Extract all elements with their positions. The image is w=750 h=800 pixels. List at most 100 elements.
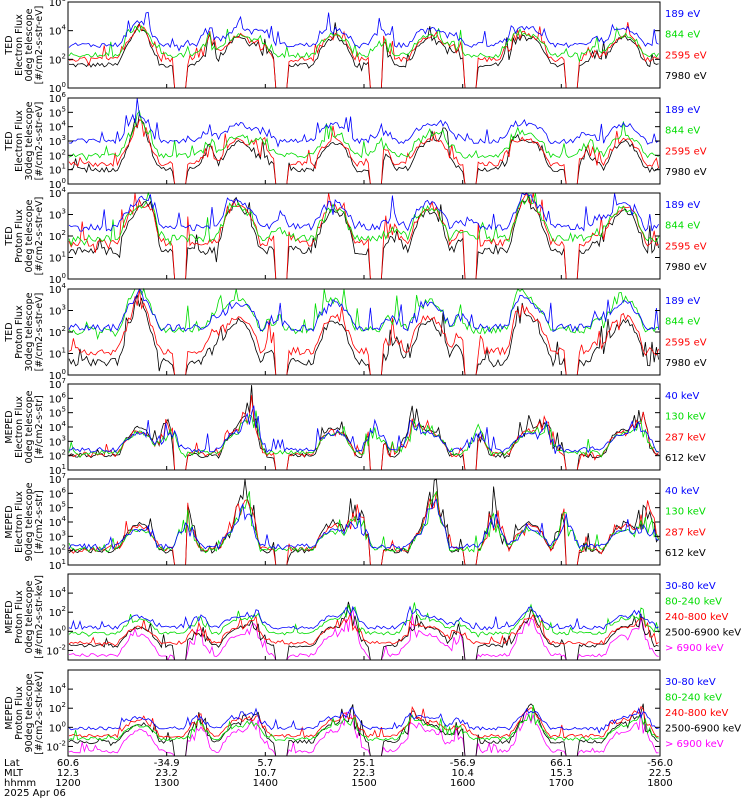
y-tick-label: 101 (49, 163, 66, 177)
y-tick-label: 102 (49, 325, 66, 339)
legend-entry: 2595 eV (665, 146, 707, 157)
legend-entry: 844 eV (665, 30, 700, 41)
x-tick-lat: -56.0 (647, 758, 673, 769)
y-axis-label: [#/cm2-s-str-eV] (34, 293, 45, 372)
y-tick-label: 103 (49, 304, 66, 318)
legend-entry: 2595 eV (665, 241, 707, 252)
y-tick-label: 104 (49, 420, 67, 434)
y-axis-label: Electron Flux (14, 14, 25, 76)
series-line-3-4 (68, 192, 659, 232)
x-tick-mlt: 22.3 (353, 768, 375, 779)
series-line-1-4 (68, 11, 659, 52)
y-axis-label: 30deg telescope (24, 292, 35, 371)
legend-entry: 240-800 keV (665, 612, 729, 623)
y-tick-label: 105 (49, 105, 66, 119)
x-tick-hhmm: 1700 (549, 778, 574, 789)
x-tick-lat: 25.1 (353, 758, 375, 769)
y-axis-label: TED (4, 226, 15, 246)
series-line-7-1 (68, 607, 659, 661)
y-tick-label: 102 (49, 701, 66, 715)
y-tick-label: 100 (49, 272, 66, 286)
y-axis-label: TED (4, 131, 15, 151)
y-tick-label: 106 (49, 91, 67, 105)
y-tick-label: 104 (49, 120, 67, 134)
y-tick-label: 103 (49, 134, 66, 148)
y-tick-label: 105 (49, 406, 66, 420)
legend-entry: 80-240 keV (665, 597, 722, 608)
legend-entry: 287 keV (665, 432, 706, 443)
legend-entry: 7980 eV (665, 167, 707, 178)
y-axis-label: [#/cm2-s-str] (34, 395, 45, 458)
y-tick-label: 100 (49, 81, 66, 95)
y-tick-label: 104 (49, 186, 67, 200)
x-row-label-hhmm: hhmm (4, 778, 36, 789)
y-tick-label: 104 (49, 515, 67, 529)
y-axis-label: MEPED (4, 505, 15, 538)
legend-entry: 844 eV (665, 126, 700, 137)
y-axis-label: 90deg telescope (24, 673, 35, 752)
y-tick-label: 103 (49, 208, 66, 222)
x-tick-hhmm: 1300 (154, 778, 179, 789)
series-line-8-4 (68, 705, 659, 742)
panel-frame (67, 97, 661, 185)
y-axis-label: Proton Flux (14, 305, 25, 359)
series-line-1-3 (68, 25, 659, 63)
y-tick-label: 102 (49, 449, 66, 463)
panel-frame (67, 573, 661, 661)
series-line-8-3 (68, 705, 659, 739)
series-line-6-4 (68, 498, 659, 552)
y-tick-label: 102 (49, 544, 66, 558)
x-tick-lat: -56.9 (450, 758, 476, 769)
series-line-3-2 (68, 191, 659, 280)
y-axis-label: TED (4, 322, 15, 342)
series-line-7-4 (68, 602, 659, 638)
x-tick-lat: 60.6 (57, 758, 79, 769)
y-tick-label: 106 (49, 486, 67, 500)
y-axis-label: [#/cm2-s-str-eV] (34, 6, 45, 85)
panel-3: TED Proton Flux 0deg telescope [#/cm2-s-str… (4, 191, 707, 280)
y-axis-label: MEPED (4, 600, 15, 633)
panel-7: MEPED Proton Flux 0deg telescope [#/cm2-s-s… (4, 573, 741, 661)
series-line-4-1 (68, 294, 659, 376)
legend-entry: 189 eV (665, 9, 700, 20)
y-tick-label: 107 (49, 377, 66, 391)
panel-4: TED Proton Flux 30deg telescope [#/cm2-s-st… (4, 287, 707, 376)
y-axis-label: Proton Flux (14, 590, 25, 644)
x-tick-hhmm: 1500 (351, 778, 376, 789)
y-axis-label: Proton Flux (14, 209, 25, 263)
legend-entry: 130 keV (665, 507, 706, 518)
y-tick-label: 106 (49, 391, 67, 405)
legend-entry: 30-80 keV (665, 677, 716, 688)
x-tick-lat: 5.7 (257, 758, 273, 769)
panel-frame (67, 383, 661, 471)
y-tick-label: 101 (49, 251, 66, 265)
y-tick-label: 102 (49, 229, 66, 243)
y-axis-label: 30deg telescope (24, 101, 35, 180)
y-tick-label: 100 (49, 720, 66, 734)
x-tick-mlt: 12.3 (57, 768, 79, 779)
legend-entry: 40 keV (665, 391, 699, 402)
series-line-7-2 (68, 601, 659, 661)
legend-entry: 7980 eV (665, 71, 707, 82)
y-tick-label: 100 (49, 177, 66, 191)
panel-1: TED Electron Flux 0deg telescope [#/cm2-s-s… (4, 1, 707, 89)
x-tick-hhmm: 1400 (253, 778, 278, 789)
legend-entry: 2500-6900 keV (665, 724, 741, 735)
y-tick-label: 102 (49, 52, 66, 66)
series-line-3-3 (68, 191, 659, 247)
y-tick-label: 105 (49, 501, 66, 515)
x-tick-mlt: 10.7 (254, 768, 276, 779)
series-line-2-1 (68, 113, 659, 185)
legend-entry: 80-240 keV (665, 693, 722, 704)
legend-entry: 7980 eV (665, 358, 707, 369)
y-axis-label: [#/cm2-s-str-eV] (34, 102, 45, 181)
y-tick-label: 101 (49, 347, 66, 361)
series-line-4-4 (68, 288, 659, 333)
y-tick-label: 10-2 (46, 739, 66, 753)
y-tick-label: 106 (49, 0, 67, 9)
y-tick-label: 104 (49, 586, 67, 600)
legend-entry: > 6900 keV (665, 739, 724, 750)
y-axis-label: [#/cm2-s-str-eV] (34, 197, 45, 276)
y-tick-label: 103 (49, 529, 66, 543)
date-label: 2025 Apr 06 (4, 788, 66, 799)
